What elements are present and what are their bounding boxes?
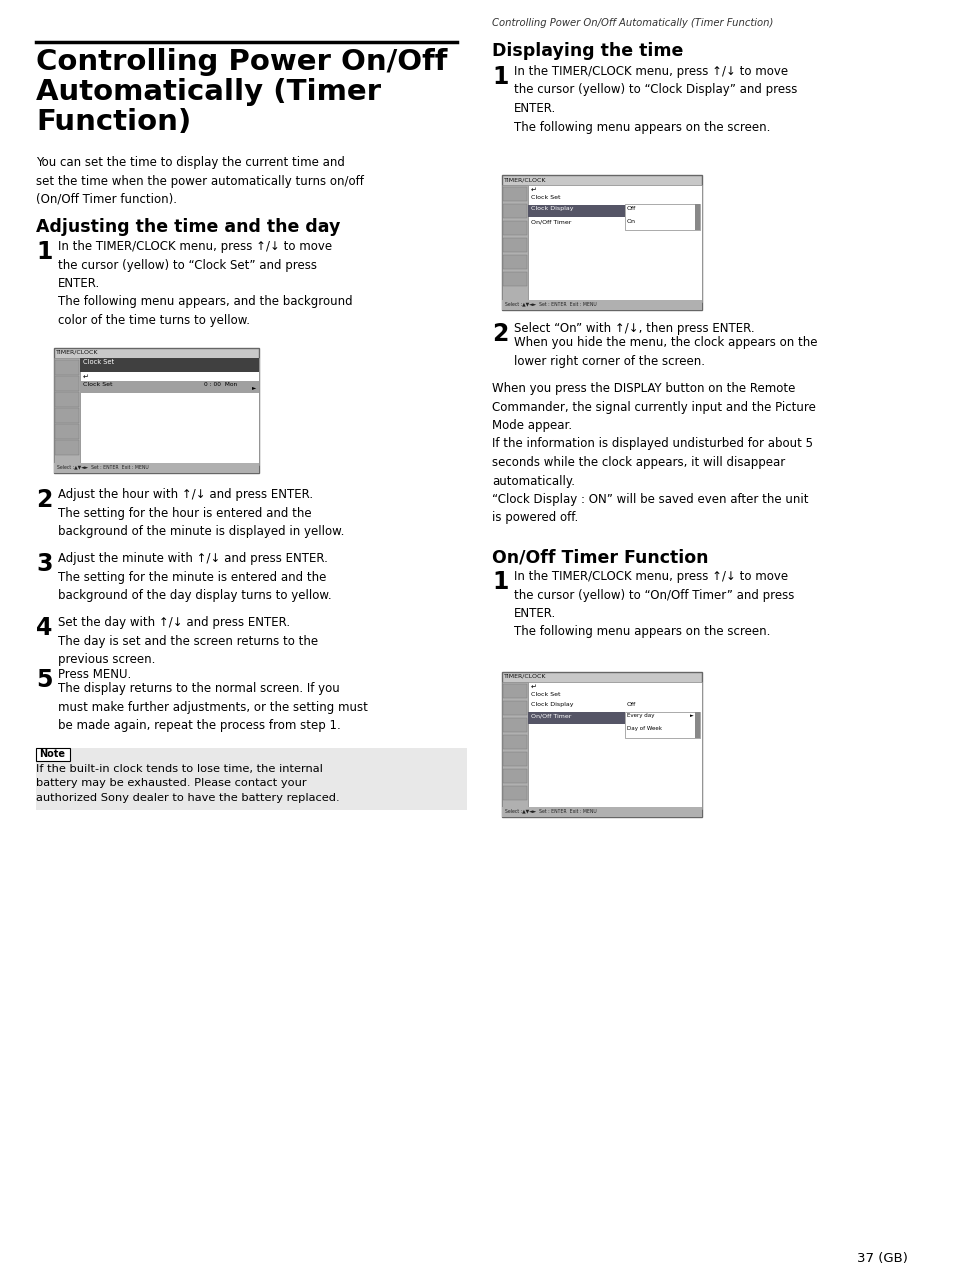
Bar — [624, 204, 700, 231]
Text: Clock Set: Clock Set — [531, 195, 560, 200]
Text: Select :▲▼◄►  Set : ENTER  Exit : MENU: Select :▲▼◄► Set : ENTER Exit : MENU — [57, 464, 149, 469]
Text: 1: 1 — [36, 240, 52, 264]
Bar — [502, 204, 526, 218]
Bar — [502, 255, 526, 269]
Text: Set the day with ↑/↓ and press ENTER.
The day is set and the screen returns to t: Set the day with ↑/↓ and press ENTER. Th… — [58, 617, 317, 666]
Bar — [36, 748, 70, 761]
Text: 2: 2 — [492, 322, 508, 347]
Text: On/Off Timer: On/Off Timer — [531, 713, 571, 719]
Text: Every day: Every day — [626, 713, 654, 719]
Text: ►: ► — [689, 713, 693, 719]
Text: When you press the DISPLAY button on the Remote
Commander, the signal currently : When you press the DISPLAY button on the… — [492, 382, 815, 525]
Text: In the TIMER/CLOCK menu, press ↑/↓ to move
the cursor (yellow) to “Clock Display: In the TIMER/CLOCK menu, press ↑/↓ to mo… — [514, 65, 797, 134]
Text: 37 (GB): 37 (GB) — [856, 1252, 907, 1265]
Text: Off: Off — [626, 702, 636, 707]
Text: ►: ► — [252, 385, 256, 390]
Text: ↵: ↵ — [531, 684, 537, 691]
Bar — [55, 424, 79, 440]
Bar — [502, 701, 526, 715]
Bar — [502, 187, 526, 201]
Bar — [527, 205, 624, 217]
Bar — [527, 185, 701, 302]
Text: ↵: ↵ — [83, 375, 89, 380]
Bar — [55, 361, 79, 375]
Bar — [502, 786, 526, 800]
Bar — [54, 358, 80, 465]
Text: Controlling Power On/Off: Controlling Power On/Off — [36, 48, 447, 76]
Text: Adjusting the time and the day: Adjusting the time and the day — [36, 218, 340, 236]
Text: 2: 2 — [36, 488, 52, 512]
Text: In the TIMER/CLOCK menu, press ↑/↓ to move
the cursor (yellow) to “Clock Set” an: In the TIMER/CLOCK menu, press ↑/↓ to mo… — [58, 240, 353, 327]
Bar — [55, 392, 79, 406]
Text: Select “On” with ↑/↓, then press ENTER.: Select “On” with ↑/↓, then press ENTER. — [514, 322, 754, 335]
Bar — [80, 358, 258, 465]
Bar — [36, 748, 467, 810]
Bar — [502, 273, 526, 285]
Bar — [501, 671, 701, 817]
Text: The display returns to the normal screen. If you
must make further adjustments, : The display returns to the normal screen… — [58, 682, 368, 733]
Text: Clock Set: Clock Set — [83, 359, 114, 364]
Text: TIMER/CLOCK: TIMER/CLOCK — [503, 674, 546, 679]
Text: 5: 5 — [36, 668, 52, 692]
Text: Clock Set: Clock Set — [531, 692, 560, 697]
Bar — [54, 462, 258, 473]
Bar — [502, 684, 526, 698]
Text: Day of Week: Day of Week — [626, 726, 661, 731]
Bar — [501, 806, 701, 817]
Bar — [695, 204, 700, 231]
Bar — [55, 376, 79, 391]
Text: 0 : 00  Mon: 0 : 00 Mon — [204, 382, 237, 387]
Bar — [501, 175, 701, 310]
Text: Select :▲▼◄►  Set : ENTER  Exit : MENU: Select :▲▼◄► Set : ENTER Exit : MENU — [504, 808, 597, 813]
Bar — [55, 440, 79, 455]
Text: 1: 1 — [492, 65, 508, 89]
Text: Clock Set: Clock Set — [83, 382, 112, 387]
Text: Automatically (Timer: Automatically (Timer — [36, 78, 380, 106]
Text: Select :▲▼◄►  Set : ENTER  Exit : MENU: Select :▲▼◄► Set : ENTER Exit : MENU — [504, 301, 597, 306]
Text: You can set the time to display the current time and
set the time when the power: You can set the time to display the curr… — [36, 155, 363, 206]
Bar — [502, 238, 526, 252]
Text: Function): Function) — [36, 108, 191, 136]
Bar — [501, 682, 527, 809]
Text: 1: 1 — [492, 569, 508, 594]
Bar — [501, 185, 527, 302]
Bar — [54, 348, 258, 473]
Text: Controlling Power On/Off Automatically (Timer Function): Controlling Power On/Off Automatically (… — [492, 18, 773, 28]
Text: TIMER/CLOCK: TIMER/CLOCK — [56, 350, 98, 355]
Bar — [502, 719, 526, 733]
Text: TIMER/CLOCK: TIMER/CLOCK — [503, 177, 546, 182]
Bar — [502, 220, 526, 234]
Bar — [695, 712, 700, 738]
Bar — [502, 769, 526, 784]
Text: In the TIMER/CLOCK menu, press ↑/↓ to move
the cursor (yellow) to “On/Off Timer”: In the TIMER/CLOCK menu, press ↑/↓ to mo… — [514, 569, 794, 638]
Bar — [55, 408, 79, 423]
Text: Adjust the minute with ↑/↓ and press ENTER.
The setting for the minute is entere: Adjust the minute with ↑/↓ and press ENT… — [58, 552, 332, 603]
Bar — [527, 712, 624, 724]
Text: Off: Off — [626, 206, 636, 211]
Text: Clock Display: Clock Display — [531, 206, 573, 211]
Text: 4: 4 — [36, 617, 52, 640]
Text: Adjust the hour with ↑/↓ and press ENTER.
The setting for the hour is entered an: Adjust the hour with ↑/↓ and press ENTER… — [58, 488, 344, 538]
Bar — [502, 752, 526, 766]
Text: Note: Note — [39, 749, 65, 759]
Text: When you hide the menu, the clock appears on the
lower right corner of the scree: When you hide the menu, the clock appear… — [514, 336, 817, 367]
Bar — [502, 735, 526, 749]
Text: Press MENU.: Press MENU. — [58, 668, 132, 682]
Text: If the built-in clock tends to lose time, the internal
battery may be exhausted.: If the built-in clock tends to lose time… — [36, 764, 339, 803]
Text: On/Off Timer: On/Off Timer — [531, 219, 571, 224]
Bar — [501, 299, 701, 310]
Bar — [624, 712, 700, 738]
Text: Clock Display: Clock Display — [531, 702, 573, 707]
Text: On: On — [626, 219, 636, 224]
Text: 3: 3 — [36, 552, 52, 576]
Bar — [80, 358, 258, 372]
Text: ↵: ↵ — [531, 187, 537, 192]
Text: On/Off Timer Function: On/Off Timer Function — [492, 548, 708, 566]
Text: Displaying the time: Displaying the time — [492, 42, 682, 60]
Bar — [527, 682, 701, 809]
Bar — [80, 381, 258, 392]
